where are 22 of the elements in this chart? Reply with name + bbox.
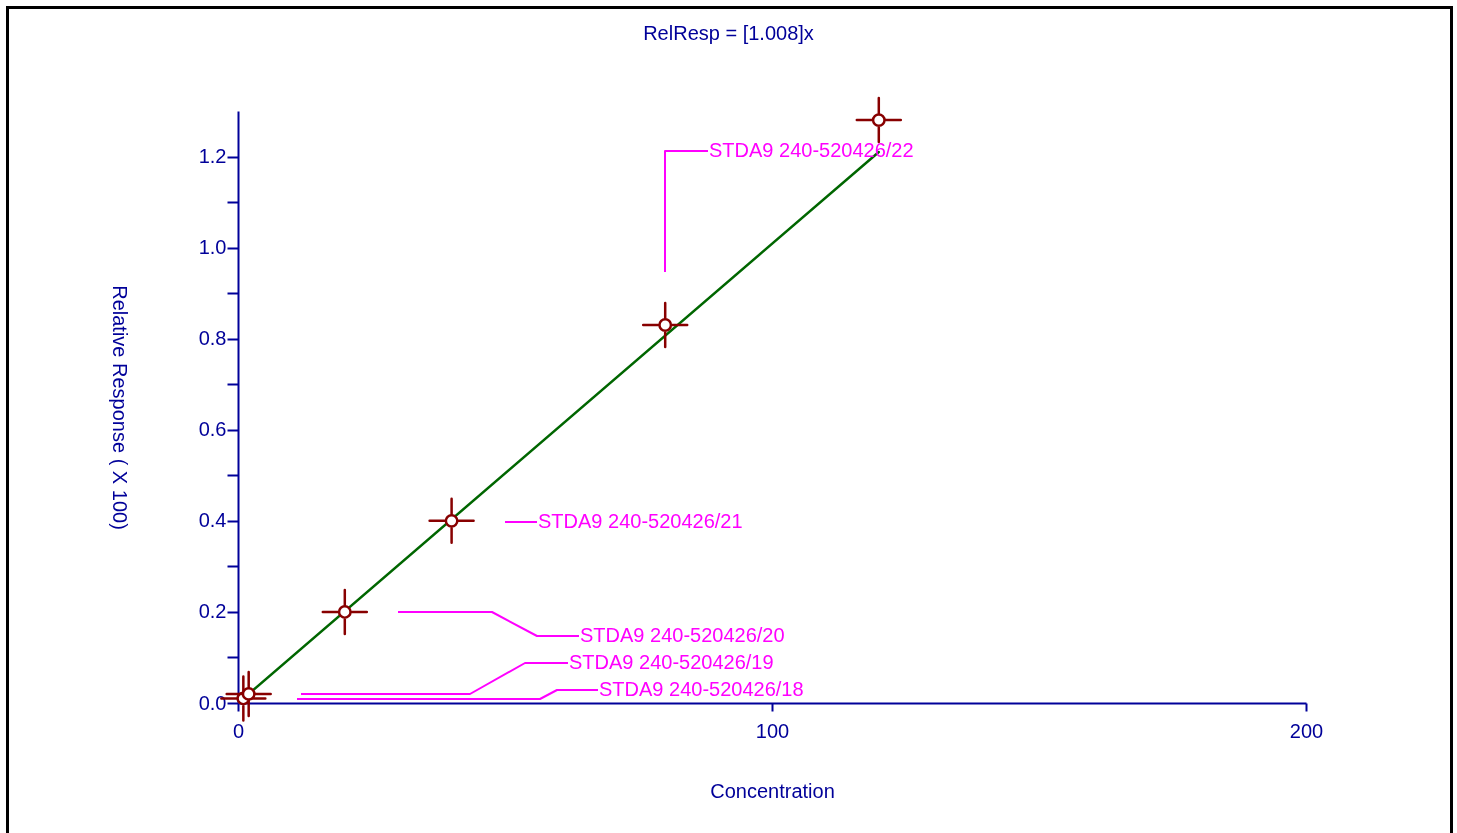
x-tick-label: 200 <box>1289 719 1324 742</box>
point <box>641 301 689 349</box>
y-tick-label: 1.0 <box>198 236 227 259</box>
point <box>428 497 475 545</box>
annotation: STDA9 240-520426/19 <box>569 651 774 673</box>
y-tick-label: 0.6 <box>198 418 227 441</box>
annotation: STDA9 240-520426/21 <box>538 510 743 532</box>
y-tick-label: 0.2 <box>198 600 227 623</box>
y-tick-label: 0.8 <box>198 327 227 350</box>
y-tick-label: 0.4 <box>198 509 227 532</box>
point <box>855 96 903 144</box>
annotation: STDA9 240-520426/22 <box>709 139 914 161</box>
x-tick-label: 0 <box>232 719 245 742</box>
x-axis-title: Concentration <box>710 779 835 802</box>
chart-title: RelResp = [1.008]x <box>643 21 814 44</box>
point <box>321 588 369 636</box>
y-axis-title: Relative Response ( X 100) <box>108 285 131 530</box>
annotation: STDA9 240-520426/18 <box>599 678 804 700</box>
x-tick-label: 100 <box>755 719 790 742</box>
y-tick-label: 1.2 <box>198 145 227 168</box>
annotation: STDA9 240-520426/20 <box>580 624 785 646</box>
y-tick-label: 0.0 <box>198 691 227 714</box>
